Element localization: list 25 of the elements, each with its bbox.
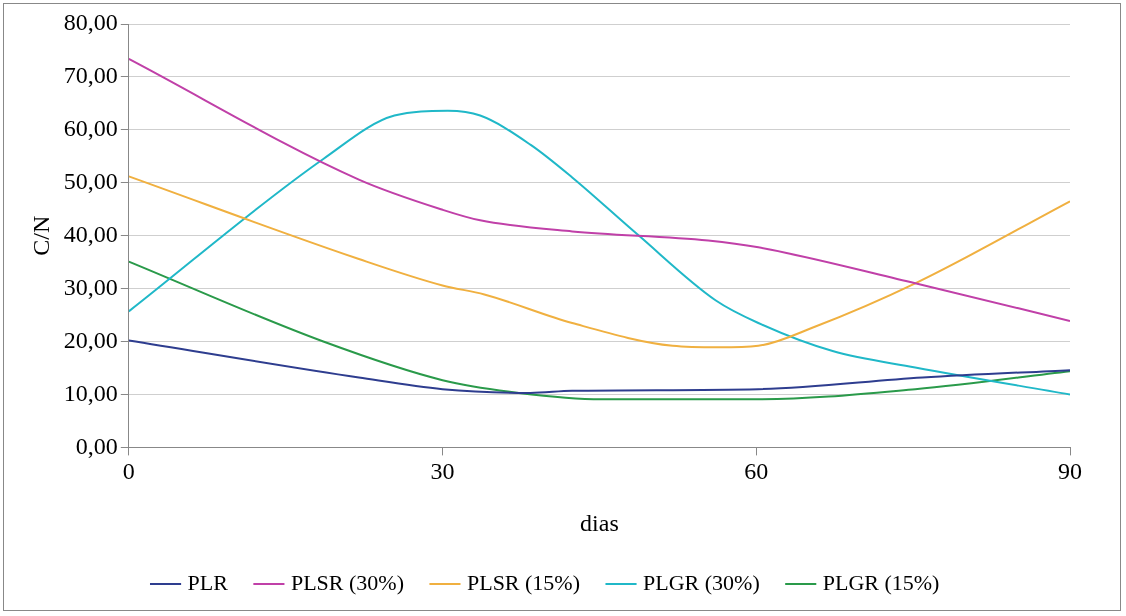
y-tick-label: 30,00 <box>63 273 118 300</box>
x-tick-label: 90 <box>1058 458 1082 485</box>
line-series <box>128 175 1070 349</box>
legend-label: PLGR (30%) <box>643 569 760 595</box>
y-tick-label: 60,00 <box>63 115 118 142</box>
y-tick-label: 10,00 <box>63 379 118 406</box>
legend-label: PLSR (30%) <box>290 569 404 595</box>
y-tick-label: 40,00 <box>63 221 118 247</box>
x-tick-label: 0 <box>122 458 135 485</box>
legend-label: PLGR (15%) <box>822 569 940 595</box>
x-tick-label: 60 <box>744 458 769 485</box>
line-series <box>128 57 1070 322</box>
line-series <box>128 260 1070 401</box>
y-axis-title: C/N <box>27 215 54 256</box>
legend-label: PLR <box>187 569 229 595</box>
y-tick-label: 20,00 <box>63 326 118 353</box>
x-tick-label: 30 <box>430 458 455 485</box>
y-tick-label: 70,00 <box>63 62 118 89</box>
legend-label: PLSR (15%) <box>466 569 581 595</box>
x-axis-title: dias <box>580 509 619 536</box>
y-tick-label: 80,00 <box>63 9 118 36</box>
line-series <box>128 109 1070 396</box>
y-tick-label: 0,00 <box>75 432 118 459</box>
line-series <box>128 339 1070 394</box>
y-tick-label: 50,00 <box>63 168 118 195</box>
